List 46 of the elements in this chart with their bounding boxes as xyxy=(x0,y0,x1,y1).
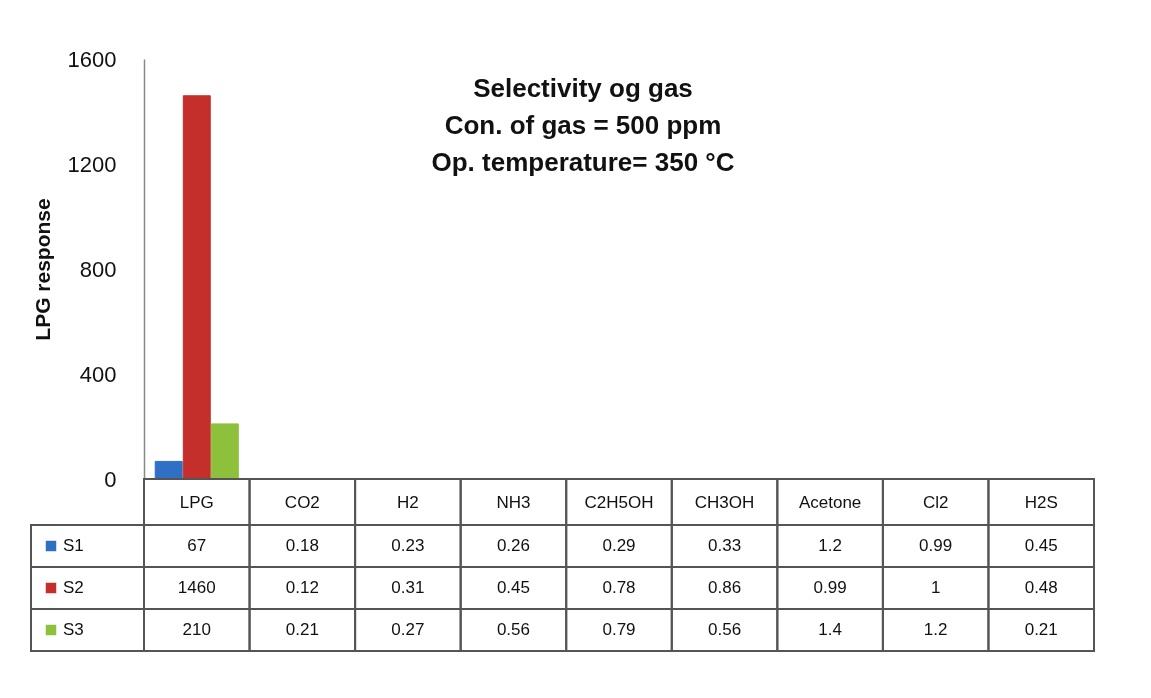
data-label: 0.99 xyxy=(813,578,847,597)
data-label: 0.26 xyxy=(496,536,530,555)
y-tick-label: 1600 xyxy=(67,46,117,72)
x-tick-label: LPG xyxy=(179,492,214,512)
y-axis-title: LPG response xyxy=(30,198,54,341)
data-label: 1.4 xyxy=(818,620,842,639)
data-label: 0.78 xyxy=(602,578,636,597)
data-label: 0.48 xyxy=(1024,578,1058,597)
x-tick-label: H2 xyxy=(397,492,419,512)
x-tick-label: Cl2 xyxy=(922,492,949,512)
data-label: 0.23 xyxy=(391,536,425,555)
x-tick-label: NH3 xyxy=(496,492,531,512)
y-tick-label: 400 xyxy=(79,361,117,387)
data-label: 0.56 xyxy=(496,620,530,639)
x-tick-label: C2H5OH xyxy=(584,492,654,512)
data-label: 0.45 xyxy=(1024,536,1058,555)
data-label: 0.18 xyxy=(285,536,319,555)
data-label: 0.99 xyxy=(919,536,953,555)
data-label: 0.12 xyxy=(285,578,319,597)
legend-label: S2 xyxy=(63,578,84,597)
y-tick-label: 0 xyxy=(104,466,117,492)
x-tick-label: Acetone xyxy=(798,492,862,512)
x-tick-label: CH3OH xyxy=(694,492,755,512)
data-label: 0.31 xyxy=(391,578,425,597)
data-label: 1 xyxy=(930,578,941,597)
legend-label: S1 xyxy=(63,536,84,555)
data-label: 0.29 xyxy=(602,536,636,555)
x-tick-label: CO2 xyxy=(284,492,320,512)
data-label: 0.27 xyxy=(391,620,425,639)
legend-label: S3 xyxy=(63,620,84,639)
data-label: 1.2 xyxy=(923,620,948,639)
data-label: 1460 xyxy=(177,578,216,597)
y-tick-label: 800 xyxy=(79,256,117,282)
data-label: 0.79 xyxy=(602,620,636,639)
data-label: 67 xyxy=(187,536,207,555)
data-label: 0.33 xyxy=(708,536,742,555)
data-label: 0.56 xyxy=(708,620,742,639)
data-label: 0.86 xyxy=(708,578,742,597)
data-label: 1.2 xyxy=(818,536,842,555)
data-label: 210 xyxy=(182,620,211,639)
data-label: 0.21 xyxy=(285,620,319,639)
x-tick-label: H2S xyxy=(1024,492,1058,512)
y-tick-label: 1200 xyxy=(67,151,117,177)
data-label: 0.21 xyxy=(1024,620,1058,639)
text: Selectivity og gas Con. of gas = 500 ppm Op. temperature= 350 °C xyxy=(431,73,735,177)
data-label: 0.45 xyxy=(496,578,530,597)
